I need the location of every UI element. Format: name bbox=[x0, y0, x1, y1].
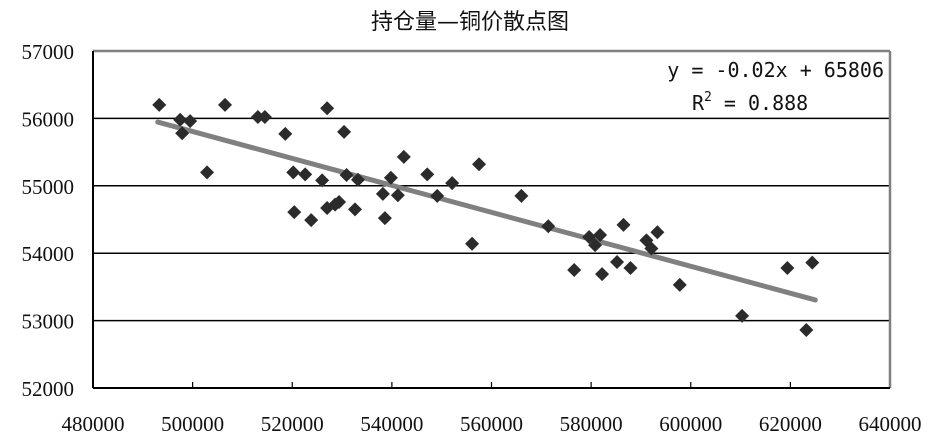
diamond-marker bbox=[593, 228, 608, 243]
diamond-marker bbox=[200, 165, 215, 180]
diamond-marker bbox=[799, 323, 814, 338]
x-tick-label: 500000 bbox=[161, 412, 224, 436]
diamond-marker bbox=[173, 112, 188, 127]
equation-label: y = -0.02x + 65806 bbox=[667, 58, 884, 82]
chart-title: 持仓量—铜价散点图 bbox=[370, 10, 569, 35]
x-tick-label: 540000 bbox=[360, 412, 423, 436]
y-axis-ticks: 52000 53000 54000 55000 56000 57000 bbox=[22, 40, 75, 401]
diamond-marker bbox=[298, 167, 313, 182]
diamond-marker bbox=[396, 149, 411, 164]
diamond-marker bbox=[377, 211, 392, 226]
diamond-marker bbox=[514, 188, 529, 203]
y-tick-label: 56000 bbox=[22, 107, 75, 131]
diamond-marker bbox=[735, 308, 750, 323]
trendline-equation: y = -0.02x + 65806 R2 = 0.888 bbox=[667, 58, 884, 115]
x-tick-label: 640000 bbox=[859, 412, 922, 436]
x-axis-ticks: 480000 500000 520000 540000 560000 580000 6000… bbox=[62, 382, 922, 436]
diamond-marker bbox=[304, 213, 319, 228]
x-tick-label: 580000 bbox=[560, 412, 623, 436]
y-tick-label: 57000 bbox=[22, 40, 75, 64]
linear-trendline bbox=[155, 119, 818, 303]
y-tick-label: 52000 bbox=[22, 377, 75, 401]
diamond-marker bbox=[465, 236, 480, 251]
x-tick-label: 600000 bbox=[659, 412, 722, 436]
x-tick-label: 520000 bbox=[261, 412, 324, 436]
diamond-marker bbox=[339, 168, 354, 183]
diamond-marker bbox=[420, 167, 435, 182]
x-tick-label: 620000 bbox=[759, 412, 822, 436]
y-tick-label: 54000 bbox=[22, 242, 75, 266]
y-tick-label: 53000 bbox=[22, 310, 75, 334]
x-tick-label: 480000 bbox=[62, 412, 125, 436]
diamond-marker bbox=[152, 97, 167, 112]
diamond-marker bbox=[390, 188, 405, 203]
diamond-marker bbox=[315, 173, 330, 188]
diamond-marker bbox=[351, 172, 366, 187]
diamond-marker bbox=[320, 101, 335, 116]
diamond-marker bbox=[257, 110, 272, 125]
x-tick-label: 560000 bbox=[460, 412, 523, 436]
diamond-marker bbox=[672, 277, 687, 292]
diamond-marker bbox=[430, 188, 445, 203]
diamond-marker bbox=[610, 254, 625, 269]
diamond-marker bbox=[644, 241, 659, 256]
diamond-marker bbox=[541, 219, 556, 234]
diamond-marker bbox=[287, 205, 302, 220]
r-squared-label: R2 = 0.888 bbox=[692, 90, 808, 115]
y-tick-label: 55000 bbox=[22, 175, 75, 199]
diamond-marker bbox=[183, 114, 198, 129]
diamond-marker bbox=[650, 225, 665, 240]
diamond-marker bbox=[218, 97, 233, 112]
diamond-marker bbox=[567, 263, 582, 278]
diamond-marker bbox=[278, 126, 293, 141]
diamond-marker bbox=[332, 194, 347, 209]
diamond-marker bbox=[348, 202, 363, 217]
diamond-marker bbox=[375, 186, 390, 201]
diamond-marker bbox=[286, 165, 301, 180]
diamond-marker bbox=[175, 126, 190, 141]
diamond-marker bbox=[595, 267, 610, 282]
diamond-marker bbox=[337, 124, 352, 139]
data-points bbox=[152, 97, 820, 338]
diamond-marker bbox=[616, 217, 631, 232]
diamond-marker bbox=[588, 238, 603, 253]
diamond-marker bbox=[805, 255, 820, 270]
diamond-marker bbox=[623, 261, 638, 276]
diamond-marker bbox=[472, 157, 487, 172]
diamond-marker bbox=[582, 230, 597, 245]
diamond-marker bbox=[780, 261, 795, 276]
gridlines bbox=[93, 117, 890, 322]
diamond-marker bbox=[445, 176, 460, 191]
diamond-marker bbox=[383, 170, 398, 185]
trendline bbox=[155, 119, 818, 303]
